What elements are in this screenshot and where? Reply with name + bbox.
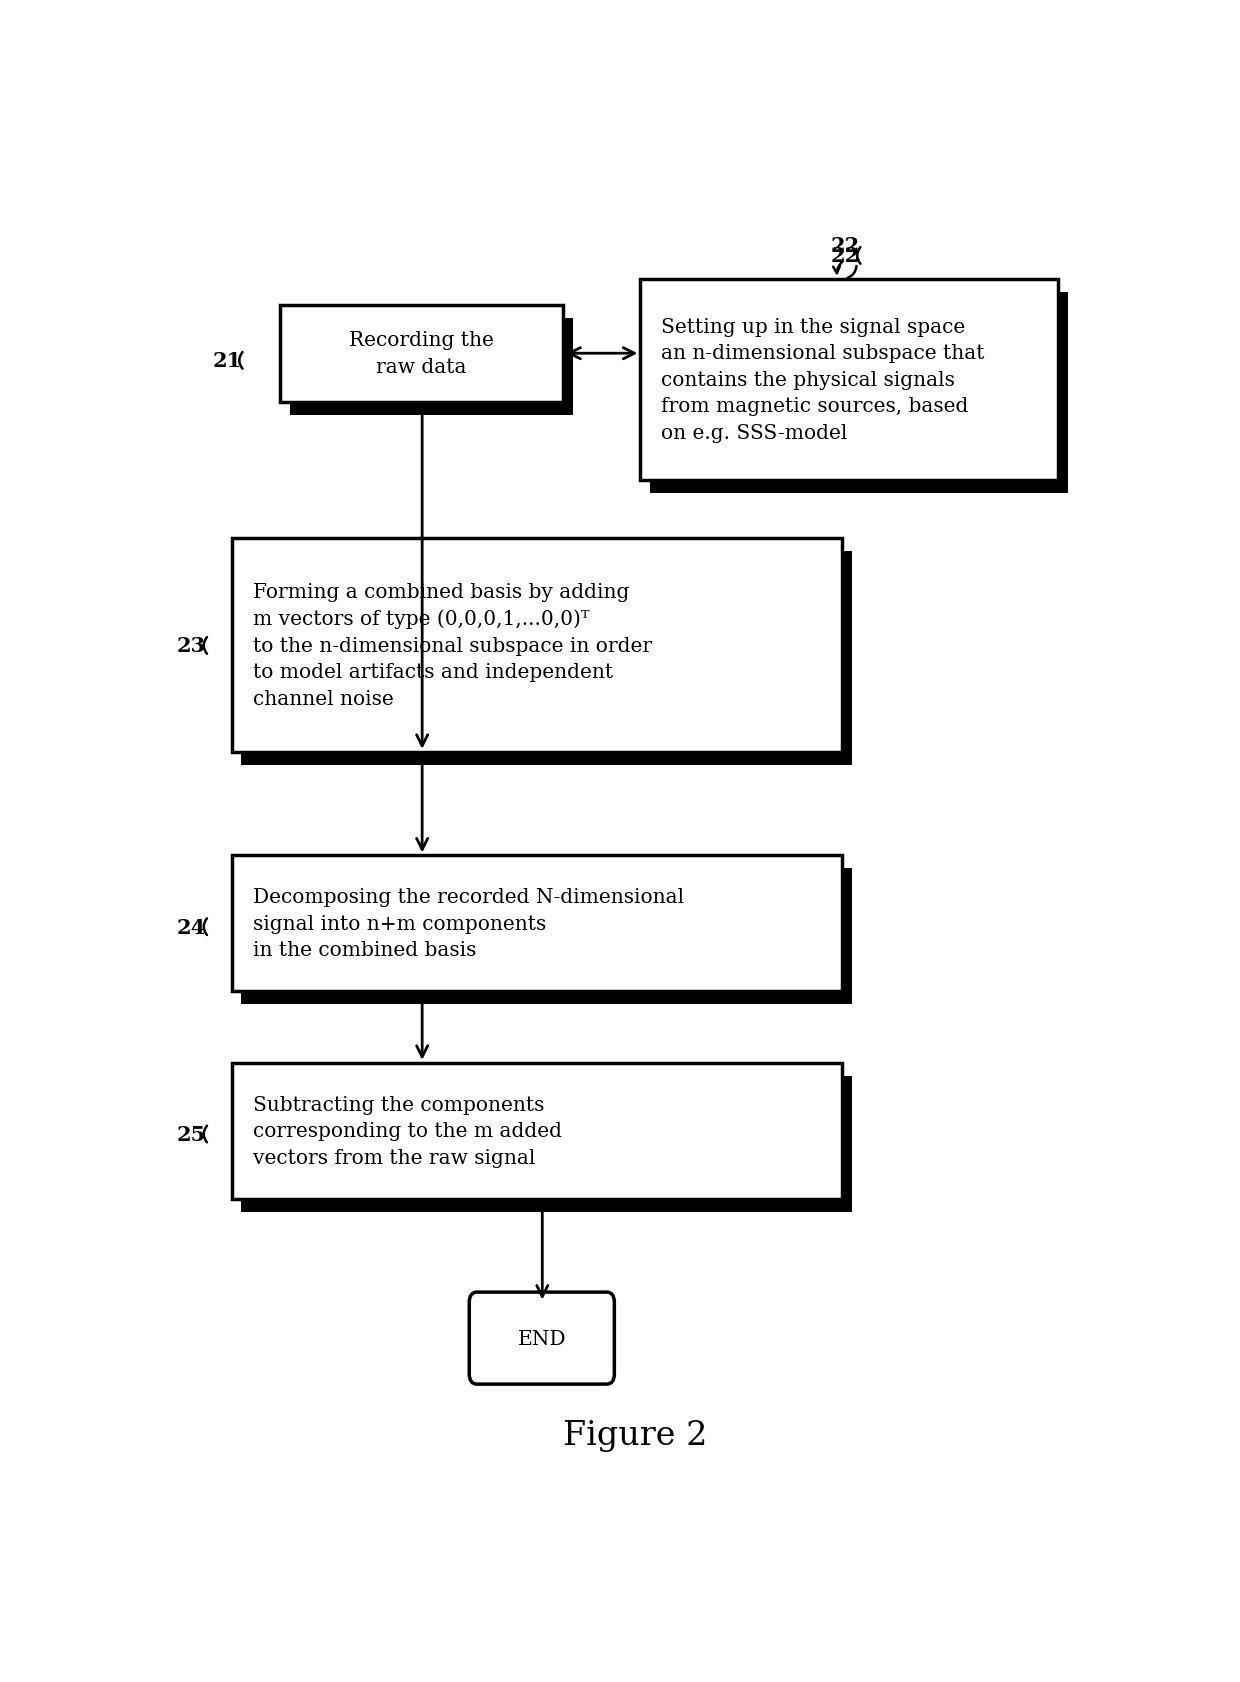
Bar bbox=[232, 538, 842, 752]
Text: 22: 22 bbox=[831, 235, 859, 256]
Bar bbox=[640, 279, 1059, 481]
Text: Subtracting the components
corresponding to the m added
vectors from the raw sig: Subtracting the components corresponding… bbox=[253, 1095, 562, 1167]
Bar bbox=[242, 552, 852, 765]
Bar bbox=[232, 1063, 842, 1199]
Bar bbox=[242, 1076, 852, 1213]
Bar bbox=[242, 870, 852, 1004]
Text: Figure 2: Figure 2 bbox=[563, 1420, 708, 1452]
Text: Recording the
raw data: Recording the raw data bbox=[350, 331, 494, 377]
Text: Forming a combined basis by adding
m vectors of type (0,0,0,1,...0,0)ᵀ
to the n-: Forming a combined basis by adding m vec… bbox=[253, 582, 652, 708]
Text: 22: 22 bbox=[831, 246, 859, 266]
Text: Setting up in the signal space
an n-dimensional subspace that
contains the physi: Setting up in the signal space an n-dime… bbox=[661, 318, 985, 442]
Bar bbox=[232, 856, 842, 992]
Text: END: END bbox=[517, 1329, 565, 1347]
Bar bbox=[650, 293, 1068, 493]
Bar bbox=[290, 318, 573, 415]
Text: 24: 24 bbox=[177, 917, 206, 937]
Bar bbox=[280, 306, 563, 402]
FancyBboxPatch shape bbox=[469, 1292, 614, 1384]
Text: 21: 21 bbox=[212, 352, 242, 372]
Text: 25: 25 bbox=[177, 1124, 206, 1144]
Text: Decomposing the recorded N-dimensional
signal into n+m components
in the combine: Decomposing the recorded N-dimensional s… bbox=[253, 888, 684, 960]
Text: 23: 23 bbox=[177, 636, 206, 656]
